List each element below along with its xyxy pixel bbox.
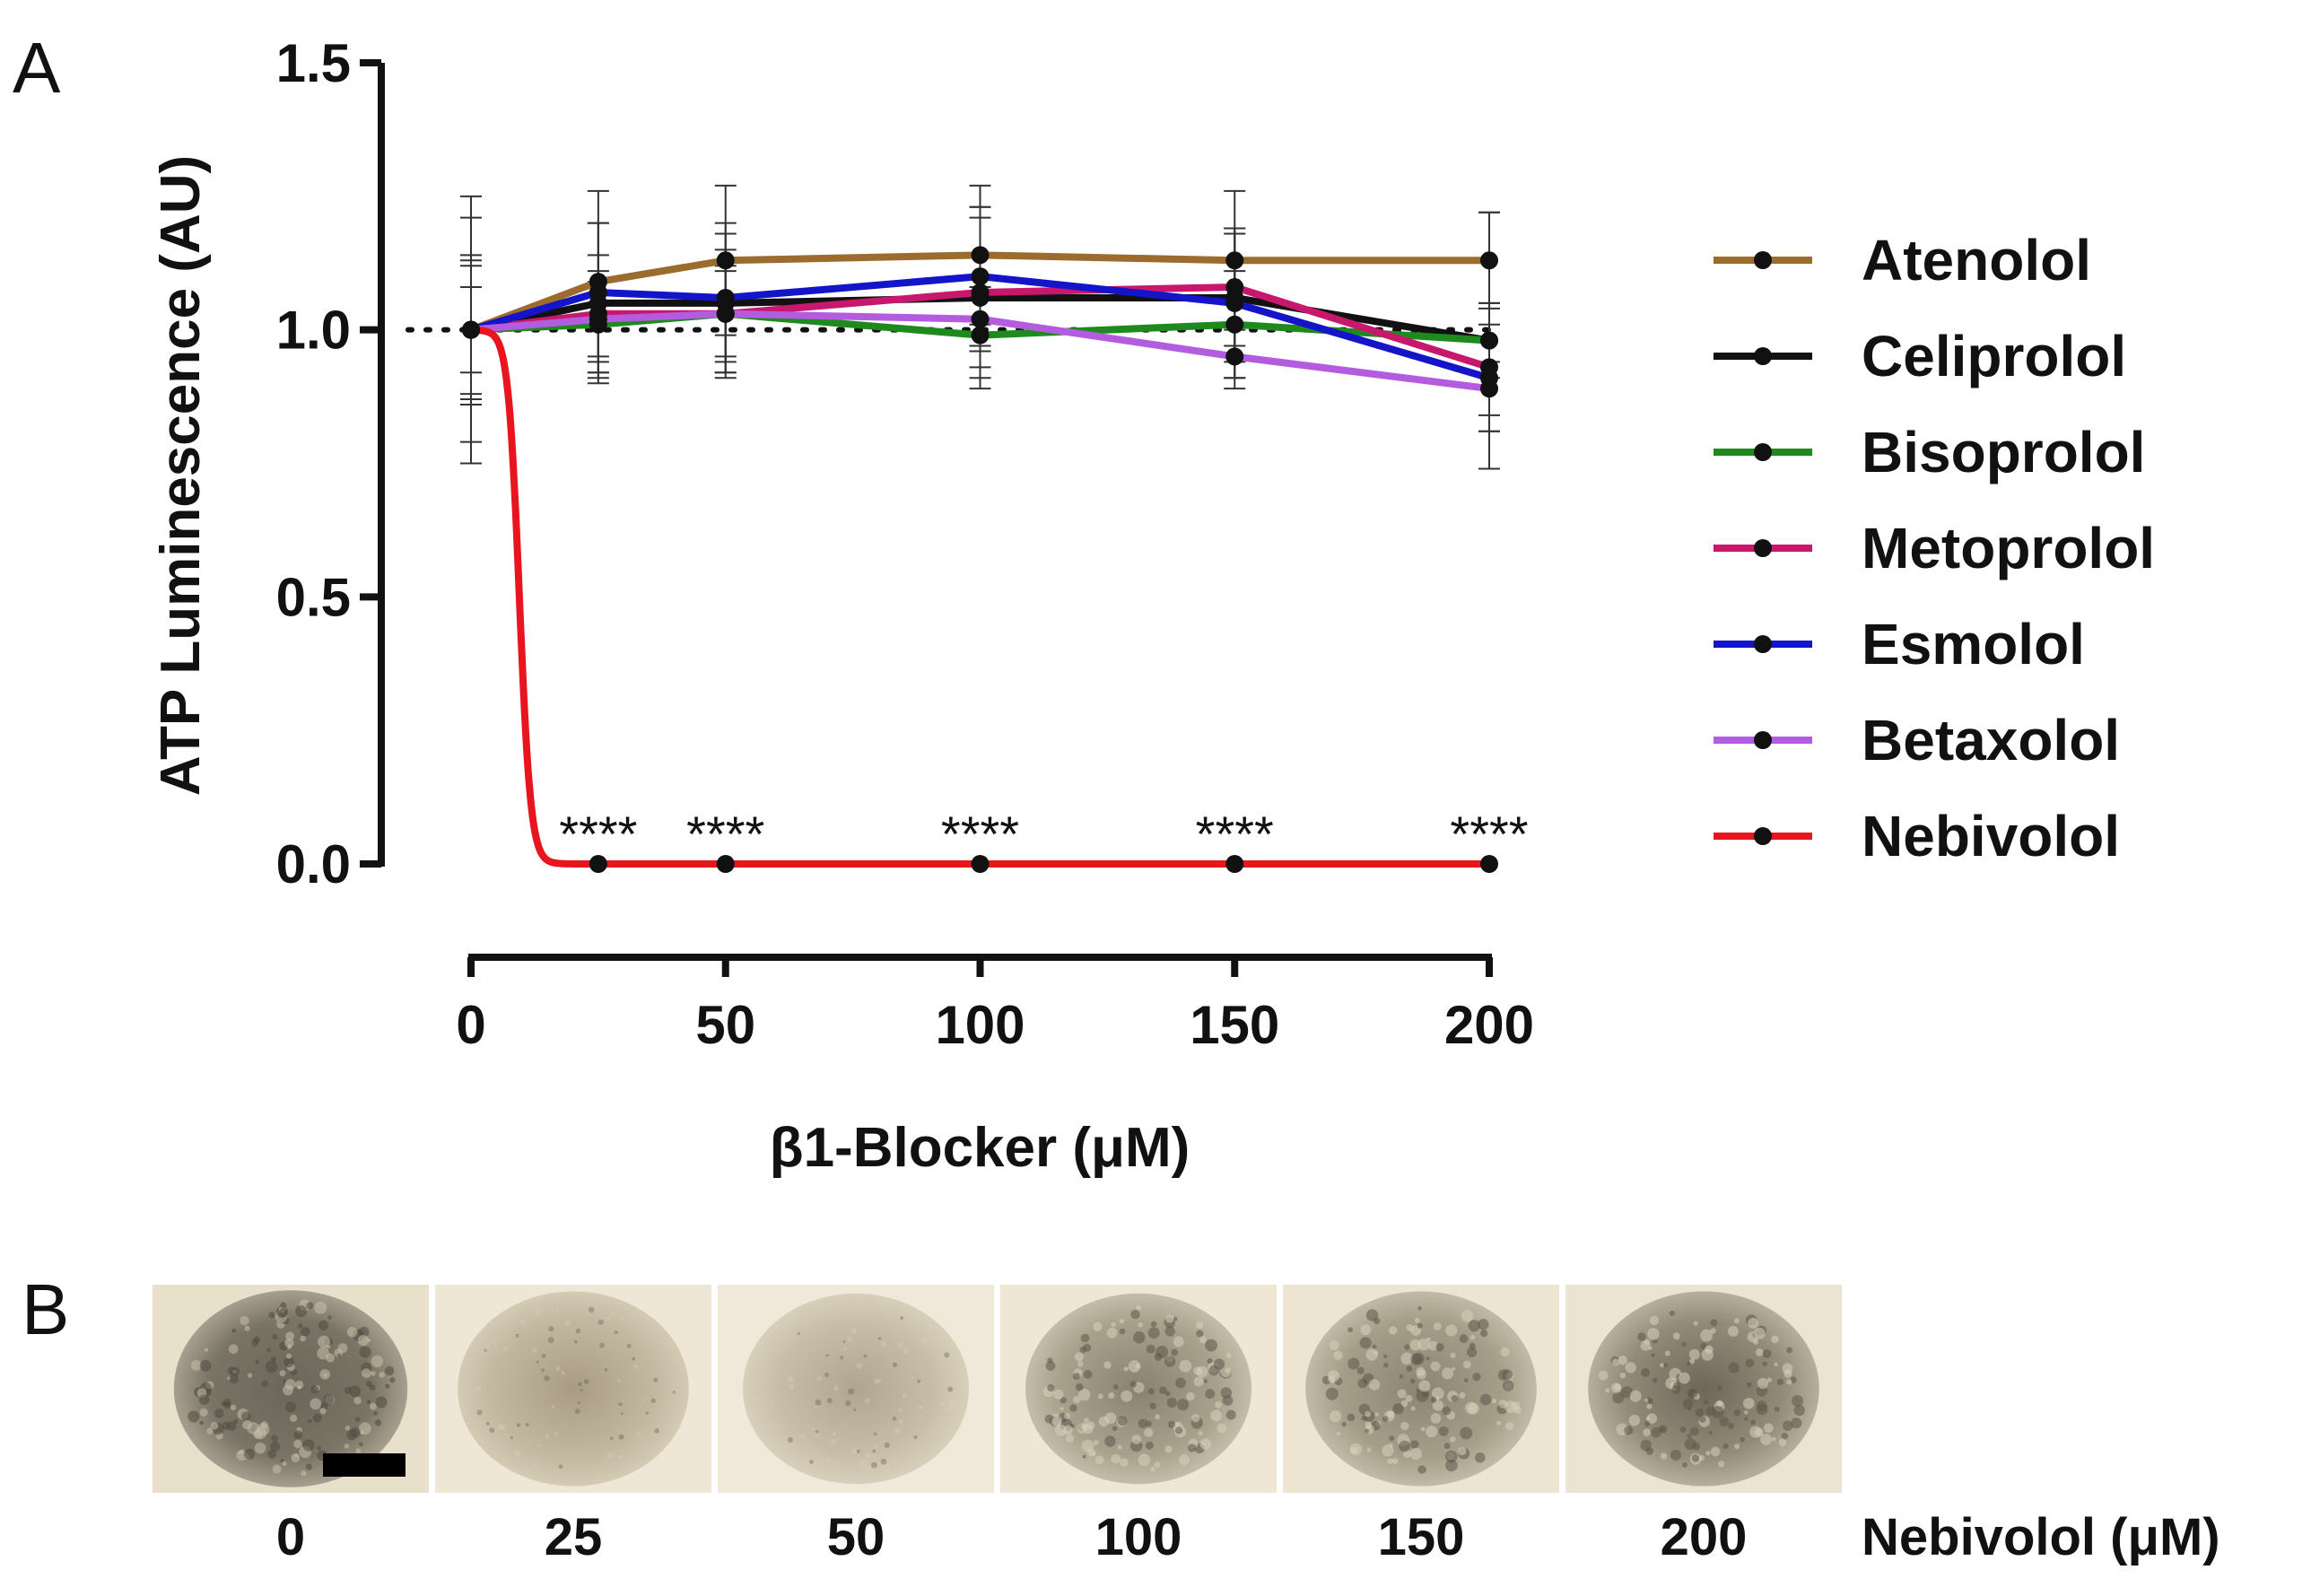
chart-axes: 0.0 0.5 1.0 1.5 0 50 100 150 200 bbox=[276, 33, 1534, 1055]
series-line-metoprolol bbox=[470, 283, 1491, 371]
significance-stars: **** bbox=[1450, 806, 1528, 862]
data-point-nebivolol bbox=[589, 855, 607, 873]
data-point-atenolol bbox=[716, 251, 735, 270]
series-line-atenolol bbox=[469, 251, 1489, 334]
spheroid-image bbox=[1283, 1285, 1559, 1493]
data-point-nebivolol bbox=[1225, 855, 1244, 873]
significance-stars: **** bbox=[559, 806, 637, 862]
panel-a-label: A bbox=[13, 28, 61, 108]
data-point-betaxolol bbox=[589, 310, 607, 328]
spheroid-image bbox=[153, 1285, 429, 1493]
legend-marker bbox=[1754, 827, 1772, 845]
legend-marker bbox=[1754, 443, 1772, 461]
legend-label-nebivolol: Nebivolol bbox=[1862, 804, 2120, 868]
y-tick-label: 0.5 bbox=[276, 567, 351, 627]
data-point-bisoprolol bbox=[971, 326, 990, 344]
legend-marker bbox=[1754, 731, 1772, 749]
series-line-nebivolol bbox=[467, 326, 1489, 868]
spheroid-image bbox=[1565, 1285, 1842, 1493]
data-point-nebivolol bbox=[971, 855, 990, 873]
data-point-metoprolol bbox=[1225, 278, 1244, 297]
data-point-atenolol bbox=[1225, 251, 1244, 270]
spheroid-image bbox=[435, 1285, 711, 1493]
data-point-metoprolol bbox=[971, 283, 990, 301]
atp-luminescence-chart: 0.00.51.01.50 50 100 150 200 **** **** **** ***… bbox=[150, 33, 2155, 1179]
legend-label-celiprolol: Celiprolol bbox=[1862, 324, 2126, 388]
data-point-esmolol bbox=[971, 267, 990, 286]
legend-marker bbox=[1754, 347, 1772, 365]
significance-stars: **** bbox=[1196, 806, 1274, 862]
significance-stars: **** bbox=[941, 806, 1019, 862]
data-point-betaxolol bbox=[716, 304, 735, 323]
x-tick-label: 200 bbox=[1444, 995, 1534, 1055]
concentration-caption: 150 bbox=[1377, 1508, 1465, 1566]
legend-label-esmolol: Esmolol bbox=[1862, 612, 2085, 676]
legend-label-metoprolol: Metoprolol bbox=[1862, 516, 2155, 580]
data-point-nebivolol bbox=[1480, 855, 1498, 873]
data-point-betaxolol bbox=[1225, 347, 1244, 366]
spheroid-illustration bbox=[1305, 1291, 1537, 1487]
spheroid-illustration bbox=[743, 1293, 969, 1485]
data-point-esmolol bbox=[589, 283, 607, 301]
x-tick-label: 100 bbox=[935, 995, 1025, 1055]
x-tick-label: 50 bbox=[695, 995, 755, 1055]
spheroid-image bbox=[1000, 1285, 1277, 1493]
legend-marker bbox=[1754, 635, 1772, 653]
x-tick-label: 150 bbox=[1190, 995, 1279, 1055]
series-line-esmolol bbox=[469, 273, 1491, 382]
data-point-esmolol bbox=[1225, 293, 1244, 312]
data-point-esmolol bbox=[716, 288, 735, 307]
series-line-betaxolol bbox=[470, 310, 1490, 393]
spheroid-illustration bbox=[1588, 1291, 1819, 1487]
concentration-caption: 50 bbox=[826, 1508, 885, 1566]
concentration-caption: 200 bbox=[1660, 1508, 1748, 1566]
y-axis-label: ATP Luminescence (AU) bbox=[150, 155, 212, 796]
data-point-atenolol bbox=[1480, 251, 1498, 270]
data-point-bisoprolol bbox=[1225, 315, 1244, 334]
data-point-betaxolol bbox=[971, 310, 990, 328]
legend-marker bbox=[1754, 539, 1772, 557]
series-lines-group bbox=[467, 251, 1491, 868]
significance-stars: **** bbox=[686, 806, 764, 862]
data-point-atenolol bbox=[971, 246, 990, 265]
data-point-nebivolol bbox=[716, 855, 735, 873]
scale-bar bbox=[323, 1453, 406, 1477]
legend-label-atenolol: Atenolol bbox=[1862, 228, 2091, 292]
nebivolol-unit-caption: Nebivolol (μM) bbox=[1862, 1508, 2220, 1566]
legend: Atenolol Celiprolol Bisoprolol Metoprolol Es… bbox=[1714, 228, 2155, 868]
spheroid-image bbox=[718, 1285, 994, 1493]
legend-label-betaxolol: Betaxolol bbox=[1862, 708, 2120, 772]
legend-label-bisoprolol: Bisoprolol bbox=[1862, 420, 2145, 484]
y-tick-label: 1.5 bbox=[276, 33, 351, 93]
spheroid-illustration bbox=[173, 1290, 408, 1487]
spheroid-illustration bbox=[458, 1291, 689, 1487]
concentration-caption: 25 bbox=[544, 1508, 603, 1566]
concentration-caption: 100 bbox=[1094, 1508, 1182, 1566]
y-tick-label: 1.0 bbox=[276, 301, 351, 361]
panel-b-label: B bbox=[22, 1269, 70, 1349]
legend-marker bbox=[1754, 251, 1772, 269]
y-tick-label: 0.0 bbox=[276, 834, 351, 894]
significance-annotations: **** **** **** **** **** bbox=[559, 806, 1528, 862]
data-point-betaxolol bbox=[1480, 379, 1498, 398]
x-axis-label: β1-Blocker (μM) bbox=[770, 1117, 1190, 1179]
data-point-bisoprolol bbox=[1480, 331, 1498, 350]
concentration-caption: 0 bbox=[275, 1508, 306, 1566]
x-tick-label: 0 bbox=[456, 995, 485, 1055]
data-point-nebivolol bbox=[462, 320, 480, 339]
series-points-group bbox=[462, 246, 1498, 873]
series-line-bisoprolol bbox=[470, 310, 1490, 344]
spheroid-illustration bbox=[1025, 1293, 1251, 1485]
